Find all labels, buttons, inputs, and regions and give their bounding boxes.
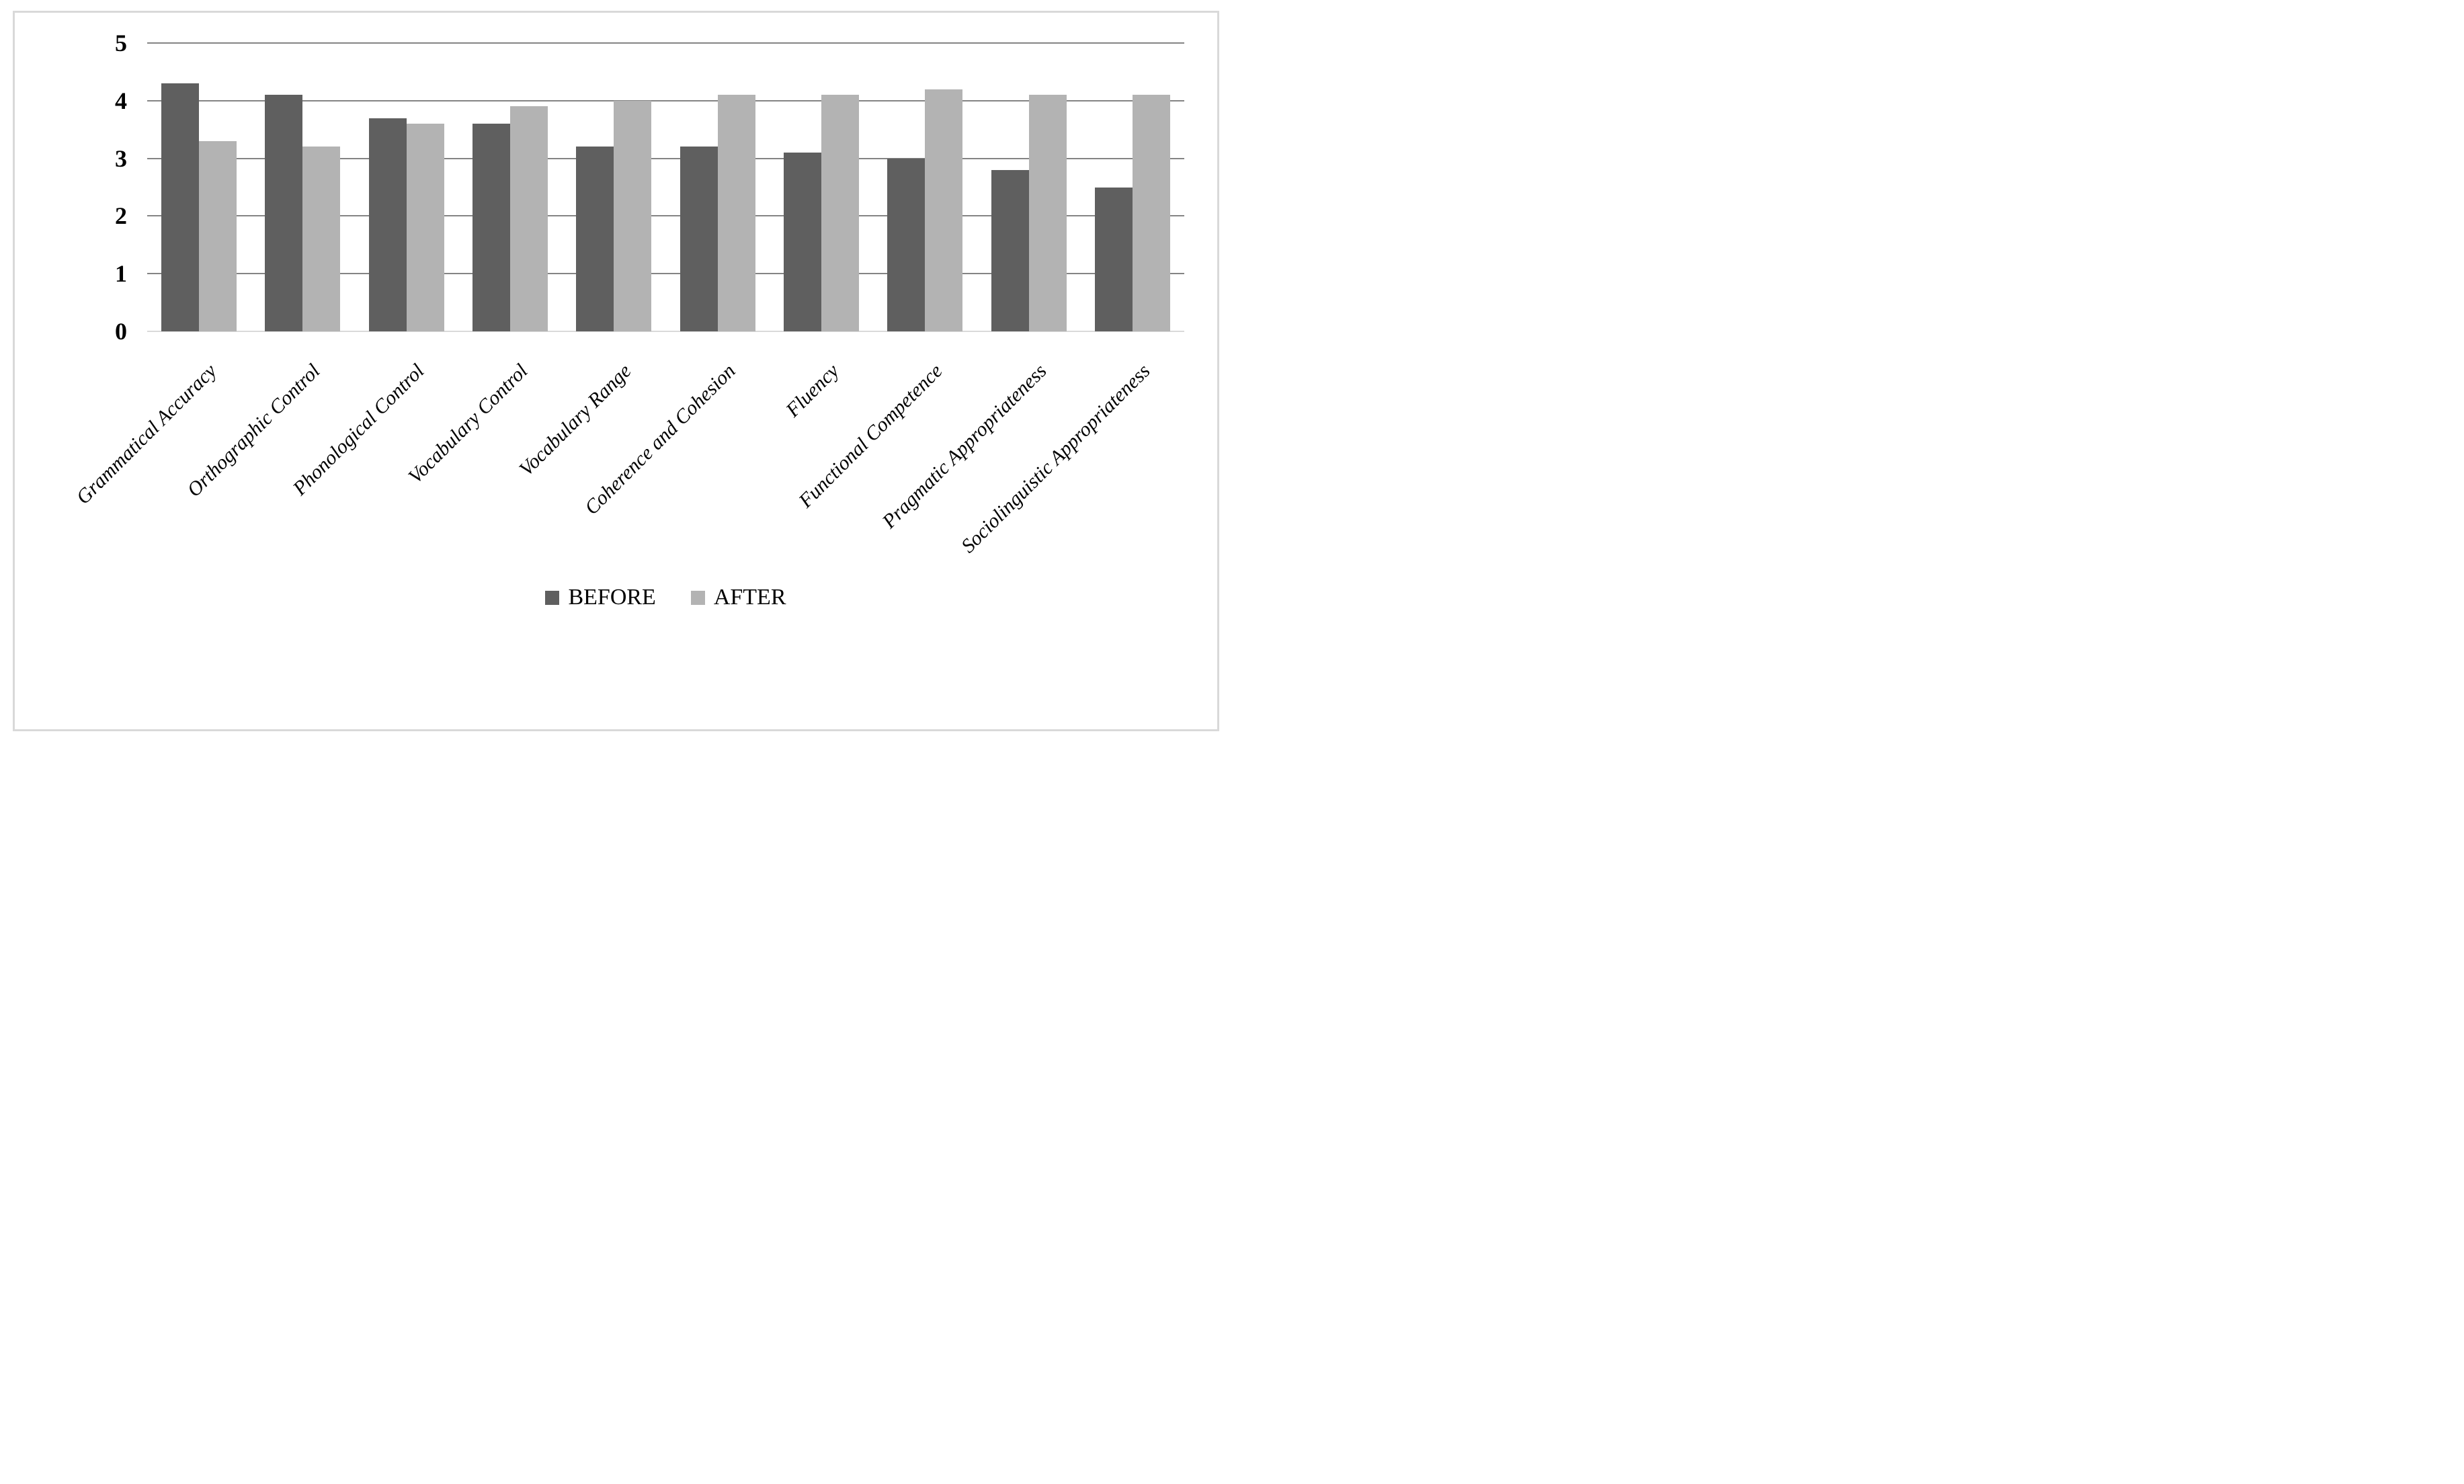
bar-group-10 [1081, 43, 1184, 331]
y-axis-tick-label-5: 5 [115, 30, 127, 56]
y-axis-tick-label-1: 1 [115, 260, 127, 288]
bar-after-9 [1028, 95, 1067, 331]
gridline-y-1 [147, 273, 1184, 275]
legend: BEFORE AFTER [50, 586, 1232, 609]
bar-group-9 [977, 43, 1080, 331]
bar-before-3 [368, 118, 407, 331]
bar-before-6 [680, 147, 718, 331]
bar-group-8 [873, 43, 977, 331]
legend-item-before: BEFORE [545, 585, 656, 610]
gridline-y-5 [147, 42, 1184, 44]
bar-group-1 [147, 43, 251, 331]
bar-after-6 [717, 95, 755, 331]
y-axis-tick-label-4: 4 [115, 87, 127, 114]
bar-before-7 [783, 153, 821, 331]
bar-group-5 [562, 43, 665, 331]
bar-group-2 [251, 43, 354, 331]
bar-group-3 [355, 43, 458, 331]
legend-swatch-after [690, 590, 705, 605]
y-axis: 0 1 2 3 4 5 [0, 0, 127, 742]
bar-before-8 [887, 158, 926, 331]
bar-before-2 [265, 95, 303, 331]
bar-group-4 [458, 43, 562, 331]
bar-before-1 [161, 83, 200, 331]
y-axis-tick-label-2: 2 [115, 202, 127, 230]
bar-before-5 [576, 147, 614, 331]
bar-after-8 [925, 89, 963, 331]
bar-group-7 [770, 43, 873, 331]
bar-after-10 [1132, 95, 1170, 331]
legend-label-after: AFTER [713, 585, 786, 610]
legend-swatch-before [545, 590, 560, 605]
gridline-y-4 [147, 99, 1184, 101]
y-axis-tick-label-3: 3 [115, 145, 127, 172]
bar-before-4 [473, 124, 511, 331]
legend-label-before: BEFORE [568, 585, 656, 610]
bars-container [147, 43, 1184, 331]
plot-area [147, 42, 1184, 332]
y-axis-tick-label-0: 0 [115, 318, 127, 345]
gridline-y-2 [147, 215, 1184, 217]
bar-after-1 [199, 140, 237, 331]
bar-group-6 [665, 43, 769, 331]
bar-before-10 [1094, 187, 1133, 331]
bar-after-4 [510, 106, 548, 331]
gridline-y-3 [147, 157, 1184, 159]
bar-after-7 [821, 95, 859, 331]
gridline-y-0 [147, 331, 1184, 332]
bar-after-2 [302, 147, 341, 331]
bar-after-3 [406, 124, 444, 331]
bar-before-9 [991, 169, 1029, 331]
bar-after-5 [614, 100, 652, 331]
legend-item-after: AFTER [690, 585, 786, 610]
